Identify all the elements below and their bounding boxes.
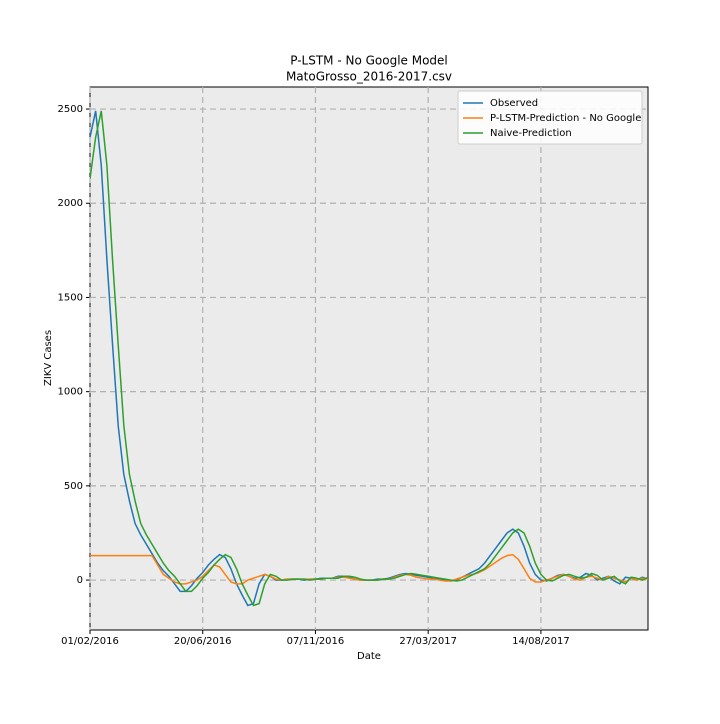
legend-label: Observed — [490, 98, 538, 109]
chart-title: P-LSTM - No Google Model — [290, 54, 448, 68]
x-axis-label: Date — [357, 651, 381, 662]
x-tick-label: 27/03/2017 — [399, 636, 457, 647]
y-tick-label: 2000 — [58, 198, 83, 209]
lines — [90, 110, 648, 607]
y-tick-label: 1000 — [58, 387, 83, 398]
plot-area — [89, 86, 649, 631]
grid: 0 500 1000 1500 2000 2500 01/02/2016 20/06/2016… — [58, 87, 648, 647]
chart-subtitle: MatoGrosso_2016-2017.csv — [286, 70, 452, 84]
x-tick-label: 20/06/2016 — [174, 636, 232, 647]
series-line — [90, 110, 648, 607]
y-axis-label: ZIKV Cases — [43, 330, 54, 386]
y-tick-label: 2500 — [58, 104, 83, 115]
legend-label: P-LSTM-Prediction - No Google — [490, 113, 641, 124]
legend: Observed P-LSTM-Prediction - No Google Nai… — [457, 90, 643, 145]
x-tick-label: 01/02/2016 — [61, 636, 119, 647]
legend-box — [457, 90, 643, 145]
y-tick-label: 0 — [77, 575, 83, 586]
x-tick-label: 07/11/2016 — [287, 636, 345, 647]
legend-label: Naive-Prediction — [490, 128, 572, 139]
y-tick-label: 500 — [64, 481, 83, 492]
x-tick-label: 14/08/2017 — [512, 636, 570, 647]
y-tick-label: 1500 — [58, 292, 83, 303]
